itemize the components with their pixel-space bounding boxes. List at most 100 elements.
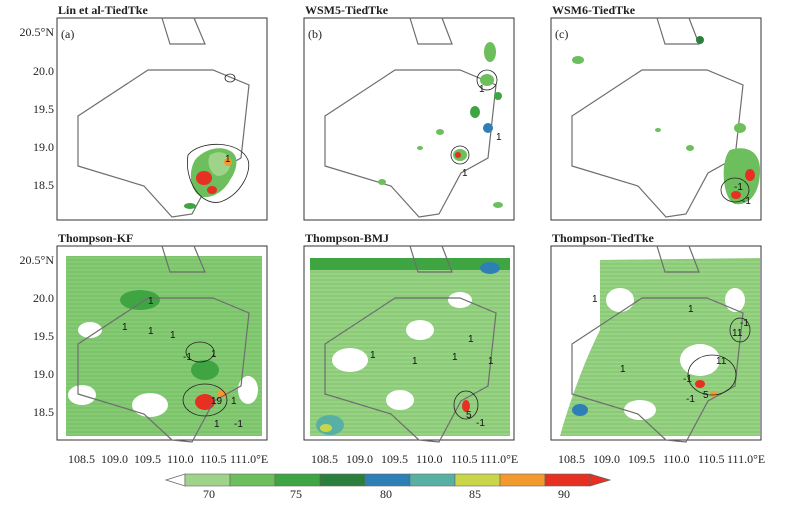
ylabel-20-5-bottom: 20.5°N	[19, 253, 54, 267]
xlabel-a-109-5: 109.5	[134, 452, 161, 466]
colorbar-label-80: 80	[380, 487, 392, 501]
panel-f	[550, 245, 762, 443]
xlabel-c-110-0: 110.0	[663, 452, 690, 466]
colorbar-label-70: 70	[203, 487, 215, 501]
ylabel-18-5-top: 18.5	[33, 178, 54, 192]
contour-label: -1	[740, 318, 749, 329]
panel-a-contour-2	[224, 73, 236, 83]
xlabel-c-110-5: 110.5	[698, 452, 725, 466]
contour-label: 11	[732, 328, 743, 339]
contour-label: -1	[742, 196, 751, 207]
panel-tag-a: (a)	[61, 27, 74, 41]
panel-e-max-cell	[462, 400, 470, 412]
colorbar-seg-5	[364, 473, 411, 487]
xlabel-b-110-0: 110.0	[416, 452, 443, 466]
panel-title-f: Thompson-TiedTke	[552, 231, 654, 245]
contour-label: -1	[734, 182, 743, 193]
panel-d-max-cell	[195, 394, 215, 410]
xlabel-c-108-5: 108.5	[558, 452, 585, 466]
panel-b-cell-2	[480, 74, 494, 86]
panel-f-max-cell	[695, 380, 705, 388]
contour-label: 1	[214, 419, 220, 430]
panel-e-island-north	[409, 245, 453, 273]
panel-b-cell-6	[436, 129, 444, 135]
panel-a-contour	[186, 143, 250, 203]
panel-f-contour-1	[687, 354, 737, 396]
panel-b-cell-4	[483, 123, 493, 133]
xlabel-a-111-0: 111.0°E	[230, 452, 269, 466]
colorbar-label-75: 75	[290, 487, 302, 501]
panel-e-north-band	[310, 258, 510, 270]
ylabel-20-0-top: 20.0	[33, 64, 54, 78]
panel-c-island-north	[656, 17, 700, 45]
colorbar-seg-7	[454, 473, 501, 487]
panel-e	[303, 245, 515, 443]
panel-b-coastline	[324, 69, 497, 218]
panel-title-e: Thompson-BMJ	[305, 231, 390, 245]
contour-label: 1	[148, 296, 154, 307]
panel-d-cell-2	[191, 360, 219, 380]
panel-f-gap-2	[680, 344, 720, 376]
contour-label: 1	[462, 168, 468, 179]
panel-d	[56, 245, 268, 443]
ylabel-19-0-bottom: 19.0	[33, 367, 54, 381]
contour-label: 1	[479, 84, 485, 95]
panel-b-cell-8	[378, 179, 386, 185]
contour-label: 1	[620, 364, 626, 375]
panel-title-d: Thompson-KF	[58, 231, 134, 245]
colorbar-low-arrow	[164, 473, 186, 487]
xlabel-a-110-5: 110.5	[200, 452, 227, 466]
xlabel-b-109-0: 109.0	[346, 452, 373, 466]
panel-a	[56, 17, 268, 221]
panel-b-cell-10	[494, 92, 502, 100]
contour-label: 1	[592, 294, 598, 305]
colorbar-seg-1	[184, 473, 231, 487]
panel-title-c: WSM6-TiedTke	[552, 3, 636, 17]
colorbar-high-arrow	[589, 473, 612, 487]
panel-b-frame	[303, 17, 515, 221]
contour-label: 1	[412, 356, 418, 367]
contour-label: -1	[183, 352, 192, 363]
ylabel-19-5-bottom: 19.5	[33, 329, 54, 343]
xlabel-c-109-0: 109.0	[593, 452, 620, 466]
xlabel-c-109-5: 109.5	[628, 452, 655, 466]
contour-label: 1	[688, 304, 694, 315]
xlabel-a-110-0: 110.0	[167, 452, 194, 466]
panel-e-sw-core	[320, 424, 332, 432]
colorbar-seg-3	[274, 473, 321, 487]
panel-f-blue-cell	[572, 404, 588, 416]
xlabel-b-111-0: 111.0°E	[480, 452, 519, 466]
panel-e-coastline	[324, 297, 497, 443]
panel-d-gap-4	[238, 376, 258, 404]
panel-e-contour	[453, 390, 479, 420]
panel-a-island-north	[161, 17, 206, 45]
ylabel-20-5-top: 20.5°N	[19, 25, 54, 39]
ylabel-19-0-top: 19.0	[33, 140, 54, 154]
panel-d-gap-3	[132, 393, 168, 417]
colorbar-label-85: 85	[469, 487, 481, 501]
contour-label: 1	[148, 326, 154, 337]
colorbar-seg-8	[499, 473, 546, 487]
panel-title-b: WSM5-TiedTke	[305, 3, 389, 17]
ylabel-19-5-top: 19.5	[33, 102, 54, 116]
contour-label: -1	[686, 394, 695, 405]
panel-f-contour-2	[729, 317, 751, 343]
panel-e-gap-1	[332, 348, 368, 372]
panel-d-contour-2	[185, 341, 215, 363]
panel-f-coastline	[571, 297, 744, 443]
panel-b-cell-1	[484, 42, 496, 62]
panel-c-cell-3	[734, 123, 746, 133]
panel-a-precip-core	[208, 152, 231, 176]
panel-b-contour-2	[450, 145, 470, 165]
panel-d-island-north	[161, 245, 206, 273]
panel-d-contour-1	[182, 383, 228, 417]
xlabel-b-108-5: 108.5	[311, 452, 338, 466]
contour-label: 1	[370, 350, 376, 361]
contour-labels: 1 1 1 1 -1 -1 1 1 1 1 -1 1 19 1 -1 1 1 1…	[122, 84, 751, 430]
panel-tag-b: (b)	[308, 27, 322, 41]
contour-label: -1	[234, 419, 243, 430]
contour-label: 1	[122, 322, 128, 333]
panel-e-blue-cell	[480, 262, 500, 274]
xlabel-b-109-5: 109.5	[381, 452, 408, 466]
